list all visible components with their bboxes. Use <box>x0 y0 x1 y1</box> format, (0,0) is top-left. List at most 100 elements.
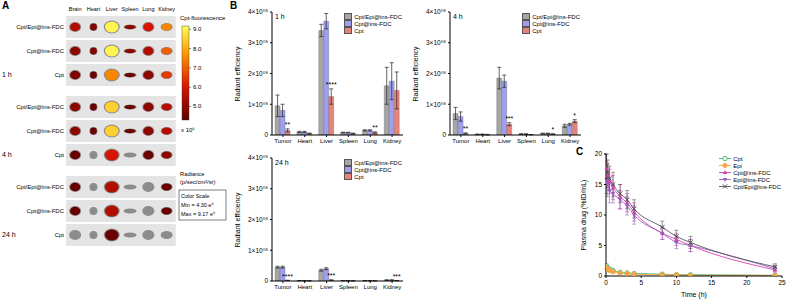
svg-text:Cpt@ins-FDC: Cpt@ins-FDC <box>27 128 65 134</box>
svg-text:Heart: Heart <box>475 138 490 144</box>
svg-text:5.0: 5.0 <box>193 103 202 109</box>
html-text:A: A <box>2 0 10 11</box>
html-text:B: B <box>230 0 238 11</box>
svg-text:**: ** <box>372 124 378 131</box>
svg-text:4 h: 4 h <box>2 151 12 158</box>
svg-text:Liver: Liver <box>498 138 511 144</box>
svg-text:***: *** <box>393 273 401 280</box>
svg-text:Lung: Lung <box>364 138 377 144</box>
svg-text:Cpt/Epi@ins-FDC: Cpt/Epi@ins-FDC <box>16 24 64 30</box>
svg-text:**: ** <box>285 121 291 128</box>
svg-text:20: 20 <box>743 279 751 286</box>
svg-text:0: 0 <box>442 131 446 138</box>
svg-text:****: **** <box>326 81 337 88</box>
svg-text:Brain: Brain <box>69 6 82 12</box>
svg-text:15: 15 <box>595 181 603 188</box>
svg-text:8.0: 8.0 <box>193 46 202 52</box>
html-text:Cpt/Epi@ins-FDC: Cpt/Epi@ins-FDC <box>532 13 580 20</box>
svg-text:5: 5 <box>639 279 643 286</box>
html-text:Cpt@ins-FDC: Cpt@ins-FDC <box>354 20 392 27</box>
html-text:Radiant efficiency: Radiant efficiency <box>233 45 241 102</box>
svg-text:Spleen: Spleen <box>121 6 138 12</box>
svg-text:Cpt: Cpt <box>55 152 65 158</box>
svg-text:1 h: 1 h <box>2 71 12 78</box>
svg-text:0: 0 <box>604 279 608 286</box>
svg-text:Cpt: Cpt <box>55 232 65 238</box>
svg-text:Cpt/Epi@ins-FDC: Cpt/Epi@ins-FDC <box>16 184 64 190</box>
svg-text:*: * <box>573 112 576 119</box>
svg-text:Cpt: Cpt <box>55 72 65 78</box>
svg-text:24 h: 24 h <box>2 231 16 238</box>
svg-text:***: *** <box>327 272 335 279</box>
svg-text:4×10⁰⁸: 4×10⁰⁸ <box>248 8 268 15</box>
svg-text:Spleen: Spleen <box>339 138 358 144</box>
svg-text:Color Scale: Color Scale <box>181 193 209 199</box>
svg-text:****: **** <box>282 273 293 280</box>
svg-text:Lung: Lung <box>542 138 555 144</box>
html-text:1 h: 1 h <box>275 13 285 20</box>
svg-text:Tumor: Tumor <box>274 284 291 290</box>
svg-text:Heart: Heart <box>297 138 312 144</box>
svg-text:15: 15 <box>708 279 716 286</box>
svg-text:Radiance: Radiance <box>180 171 205 177</box>
svg-text:Liver: Liver <box>320 138 333 144</box>
svg-text:6.0: 6.0 <box>193 84 202 90</box>
svg-text:3×10⁰⁸: 3×10⁰⁸ <box>248 185 268 192</box>
svg-text:Spleen: Spleen <box>517 138 536 144</box>
svg-text:7.0: 7.0 <box>193 65 202 71</box>
svg-text:3×10⁰⁸: 3×10⁰⁸ <box>426 39 446 46</box>
svg-text:4×10⁰⁸: 4×10⁰⁸ <box>248 154 268 161</box>
svg-text:Kidney: Kidney <box>383 138 401 144</box>
svg-text:x 10⁶: x 10⁶ <box>181 127 195 133</box>
svg-text:20: 20 <box>595 150 603 157</box>
svg-text:Cpt-fluorescence: Cpt-fluorescence <box>180 15 226 21</box>
svg-text:(p/sec/cm²/sr): (p/sec/cm²/sr) <box>180 179 215 185</box>
svg-text:1×10⁰⁸: 1×10⁰⁸ <box>248 101 268 108</box>
svg-text:Max = 9.17 e⁶: Max = 9.17 e⁶ <box>181 211 215 217</box>
svg-text:2×10⁰⁸: 2×10⁰⁸ <box>248 70 268 77</box>
svg-text:2×10⁰⁸: 2×10⁰⁸ <box>248 216 268 223</box>
svg-text:0: 0 <box>264 131 268 138</box>
svg-text:10: 10 <box>673 279 681 286</box>
svg-text:4×10⁰⁸: 4×10⁰⁸ <box>426 8 446 15</box>
svg-text:Liver: Liver <box>320 284 333 290</box>
svg-text:10: 10 <box>595 211 603 218</box>
html-text:4 h: 4 h <box>453 13 463 20</box>
html-text:C: C <box>576 146 584 157</box>
html-text:Cpt@ins-FDC: Cpt@ins-FDC <box>532 20 570 27</box>
html-text:Cpt: Cpt <box>354 27 364 34</box>
svg-text:Cpt/Epi@ins-FDC: Cpt/Epi@ins-FDC <box>16 104 64 110</box>
svg-text:Heart: Heart <box>87 6 101 12</box>
svg-text:Cpt@ins-FDC: Cpt@ins-FDC <box>27 48 65 54</box>
svg-text:Heart: Heart <box>297 284 312 290</box>
svg-text:Spleen: Spleen <box>339 284 358 290</box>
html-text:Plasma drug (%ID/mL): Plasma drug (%ID/mL) <box>579 179 587 251</box>
svg-text:*: * <box>552 126 555 133</box>
svg-text:Cpt@ins-FDC: Cpt@ins-FDC <box>27 208 65 214</box>
svg-text:1×10⁰⁸: 1×10⁰⁸ <box>248 247 268 254</box>
svg-text:Lung: Lung <box>364 284 377 290</box>
html-text:24 h: 24 h <box>275 159 289 166</box>
svg-text:5: 5 <box>598 242 602 249</box>
html-text:Cpt: Cpt <box>532 27 542 34</box>
svg-text:Lung: Lung <box>142 6 154 12</box>
html-text:Radiant efficiency: Radiant efficiency <box>411 45 419 102</box>
html-text:Radiant efficiency: Radiant efficiency <box>233 191 241 248</box>
svg-text:Kidney: Kidney <box>383 284 401 290</box>
svg-text:0: 0 <box>598 272 602 279</box>
svg-text:**: ** <box>463 125 469 132</box>
svg-text:***: *** <box>505 115 513 122</box>
svg-text:0: 0 <box>264 277 268 284</box>
svg-text:Tumor: Tumor <box>274 138 291 144</box>
svg-text:Kidney: Kidney <box>561 138 579 144</box>
svg-text:3×10⁰⁸: 3×10⁰⁸ <box>248 39 268 46</box>
svg-text:Min = 4.30 e⁶: Min = 4.30 e⁶ <box>181 202 214 208</box>
svg-text:1×10⁰⁸: 1×10⁰⁸ <box>426 101 446 108</box>
svg-text:Kidney: Kidney <box>158 6 175 12</box>
svg-text:9.0: 9.0 <box>193 26 202 32</box>
svg-text:2×10⁰⁸: 2×10⁰⁸ <box>426 70 446 77</box>
svg-text:25: 25 <box>778 279 786 286</box>
svg-text:Tumor: Tumor <box>452 138 469 144</box>
svg-text:Liver: Liver <box>106 6 118 12</box>
html-text:Cpt/Epi@ins-FDC: Cpt/Epi@ins-FDC <box>354 13 402 20</box>
